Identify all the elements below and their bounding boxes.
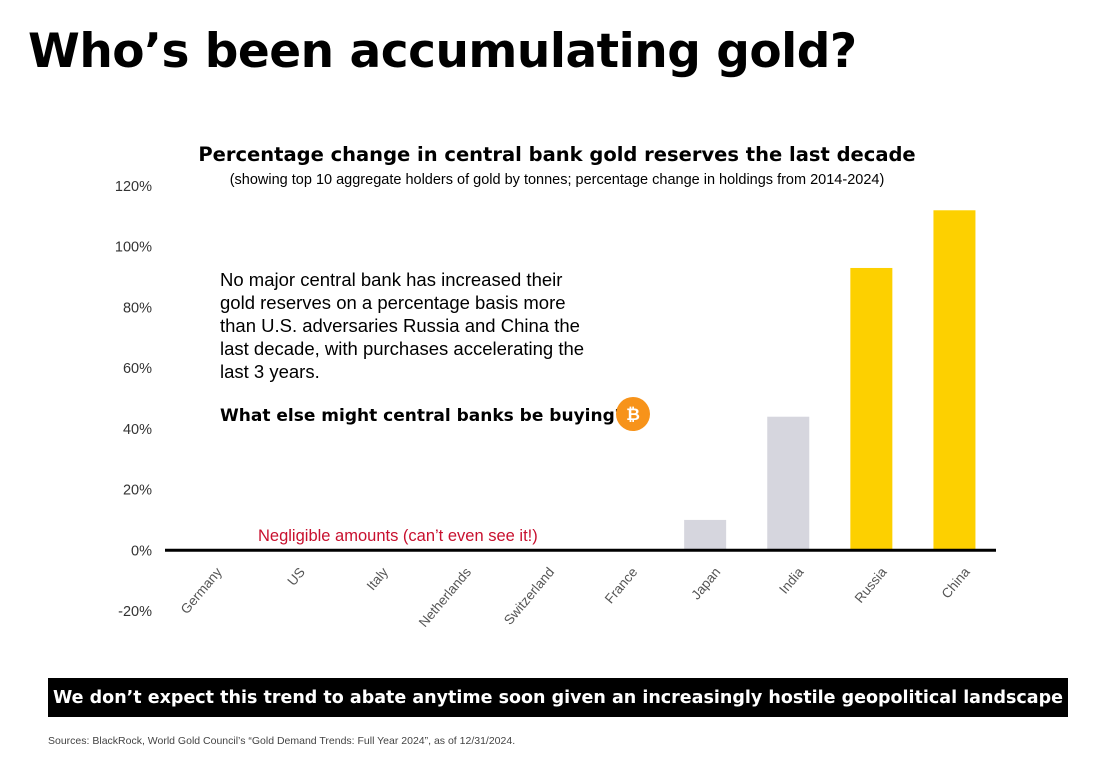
y-tick-label: 60% — [123, 361, 152, 377]
y-tick-label: -20% — [118, 604, 152, 620]
x-tick-label-switzerland: Switzerland — [501, 565, 557, 628]
annotation-line: last 3 years. — [220, 361, 320, 382]
y-tick-label: 120% — [115, 179, 152, 195]
chart-svg: Percentage change in central bank gold r… — [115, 143, 996, 630]
x-tick-label-france: France — [602, 565, 641, 607]
annotation-line: gold reserves on a percentage basis more — [220, 292, 566, 313]
x-tick-label-india: India — [776, 564, 807, 596]
bitcoin-icon: ₿ — [616, 397, 650, 431]
x-tick-label-japan: Japan — [688, 565, 723, 603]
y-tick-label: 20% — [123, 483, 152, 499]
annotation-line: No major central bank has increased thei… — [220, 269, 562, 290]
bar-russia — [850, 267, 893, 551]
bars — [684, 210, 976, 551]
y-axis: 120% 100% 80% 60% 40% 20% 0% -20% — [115, 179, 152, 620]
bar-india — [767, 416, 810, 551]
chart-title: Percentage change in central bank gold r… — [198, 143, 915, 166]
y-tick-label: 80% — [123, 300, 152, 316]
bar-japan — [684, 519, 727, 551]
annotation-line: last decade, with purchases accelerating… — [220, 338, 584, 359]
x-tick-label-netherlands: Netherlands — [416, 564, 474, 630]
y-tick-label: 0% — [131, 543, 152, 559]
page-title: Who’s been accumulating gold? — [28, 24, 857, 79]
chart-subtitle: (showing top 10 aggregate holders of gol… — [230, 172, 885, 188]
svg-text:₿: ₿ — [626, 405, 640, 425]
annotation-question: What else might central banks be buying? — [220, 406, 625, 426]
annotation-line: than U.S. adversaries Russia and China t… — [220, 315, 580, 336]
x-tick-label-russia: Russia — [852, 564, 890, 606]
x-axis: Germany US Italy Netherlands Switzerland Fran… — [178, 564, 973, 630]
x-tick-label-china: China — [939, 564, 973, 601]
conclusion-banner: We don’t expect this trend to abate anyt… — [48, 678, 1068, 717]
annotation-box: No major central bank has increased thei… — [220, 269, 650, 431]
y-tick-label: 100% — [115, 240, 152, 256]
x-tick-label-italy: Italy — [364, 564, 392, 593]
sources-footnote: Sources: BlackRock, World Gold Council’s… — [48, 735, 516, 747]
negligible-note: Negligible amounts (can’t even see it!) — [258, 527, 538, 545]
bar-china — [933, 210, 976, 551]
x-tick-label-germany: Germany — [178, 564, 225, 616]
x-tick-label-us: US — [284, 565, 308, 589]
y-tick-label: 40% — [123, 422, 152, 438]
